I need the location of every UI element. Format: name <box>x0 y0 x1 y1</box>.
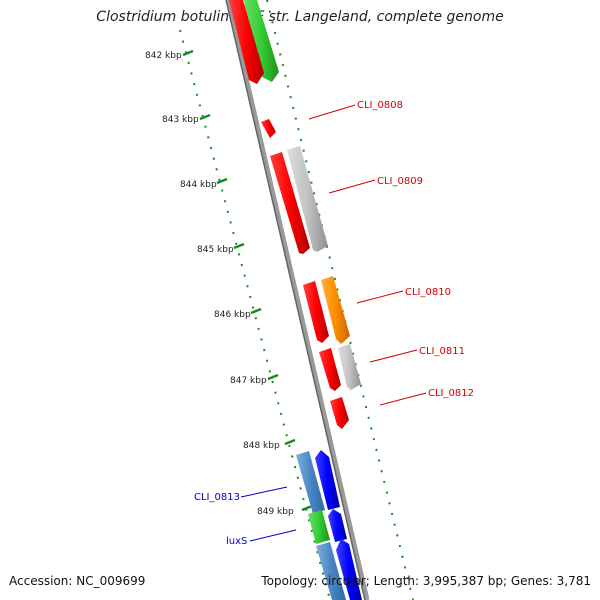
outer-dotted-ring <box>266 0 414 600</box>
tick-label: 846 kbp <box>214 310 251 320</box>
tick-label: 849 kbp <box>257 507 294 517</box>
genome-backbone <box>225 0 370 600</box>
tick-label: 845 kbp <box>197 245 234 255</box>
accession-label: Accession: NC_009699 <box>9 574 146 588</box>
label-leaders <box>240 104 427 542</box>
gene-label-cli0813: CLI_0813 <box>194 492 240 503</box>
gene-arrow-blue-2 <box>328 509 347 542</box>
gene-arrow-cli0810 <box>321 276 350 344</box>
topology-label: Topology: circular; Length: 3,995,387 bp… <box>261 574 591 588</box>
gene-arrow-red-lower <box>319 348 341 391</box>
gene-label-luxs: luxS <box>226 536 247 547</box>
tick-label: 842 kbp <box>145 51 182 61</box>
tick-label: 847 kbp <box>230 376 267 386</box>
gene-arrow-red-long <box>270 152 310 254</box>
gene-arrows-outer <box>244 0 362 600</box>
map-title: Clostridium botulinum F str. Langeland, … <box>96 9 504 25</box>
gene-arrow-blue-3 <box>336 539 362 600</box>
gene-label-cli0811: CLI_0811 <box>419 346 465 357</box>
tick-label: 848 kbp <box>243 441 280 451</box>
gene-arrow-cli0809 <box>287 146 328 252</box>
tick-label: 844 kbp <box>180 180 217 190</box>
gene-label-cli0808: CLI_0808 <box>357 100 403 111</box>
gene-arrow-cli0811 <box>338 344 361 390</box>
gene-arrows-inner <box>229 0 349 600</box>
gene-arrow-red-mid <box>303 281 329 343</box>
gene-arrow-red-top <box>229 0 264 84</box>
gene-arrow-red-bottom <box>330 397 349 429</box>
gene-arrow-luxs <box>308 510 330 544</box>
genome-backbone-shade <box>225 0 366 600</box>
gene-labels: CLI_0808 CLI_0809 CLI_0810 CLI_0811 CLI_… <box>194 100 474 547</box>
gene-arrow-red-small <box>261 119 276 138</box>
tick-label: 843 kbp <box>162 115 199 125</box>
gene-label-cli0810: CLI_0810 <box>405 287 451 298</box>
tick-marks <box>182 49 313 512</box>
gene-arrow-cli0813 <box>296 451 325 514</box>
tick-labels: 842 kbp 843 kbp 844 kbp 845 kbp 846 kbp … <box>145 51 294 517</box>
gene-label-cli0809: CLI_0809 <box>377 176 423 187</box>
gene-arrow-blue-1 <box>315 450 340 510</box>
gene-arrow-steel-bottom <box>316 542 346 600</box>
gene-label-cli0812: CLI_0812 <box>428 388 474 399</box>
gene-arrow-green-top <box>244 0 279 82</box>
